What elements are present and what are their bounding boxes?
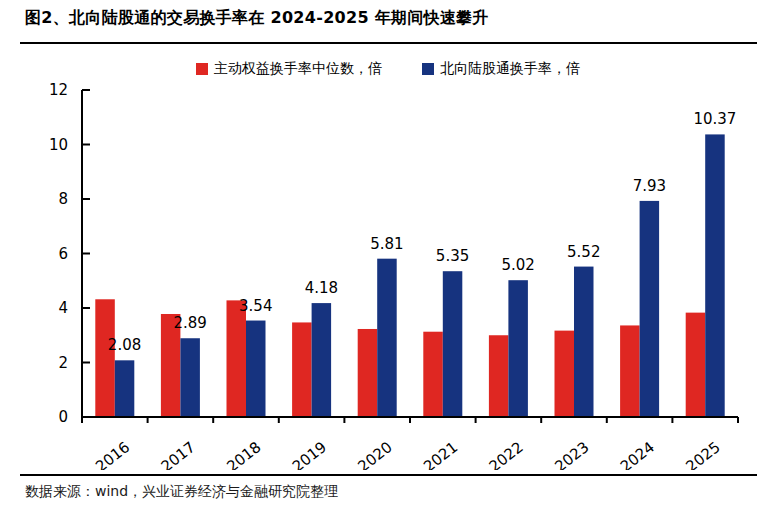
x-axis-label-2023: 2023 (551, 438, 592, 470)
data-label-2022: 5.02 (501, 256, 534, 274)
bar-blue-2023 (574, 267, 594, 417)
y-tick-label: 12 (49, 81, 68, 99)
chart-legend: 主动权益换手率中位数，倍 北向陆股通换手率，倍 (0, 60, 776, 78)
bar-red-2016 (95, 299, 115, 417)
data-source: 数据来源：wind，兴业证券经济与金融研究院整理 (25, 483, 338, 501)
legend-label-active-equity: 主动权益换手率中位数，倍 (214, 60, 382, 78)
data-label-2016: 2.08 (108, 336, 141, 354)
data-label-2021: 5.35 (436, 247, 469, 265)
x-axis-label-2022: 2022 (486, 438, 527, 470)
bar-red-2017 (161, 314, 181, 417)
figure-title: 图2、北向陆股通的交易换手率在 2024-2025 年期间快速攀升 (25, 8, 489, 29)
bar-blue-2017 (180, 338, 200, 417)
bar-red-2021 (423, 332, 443, 417)
bar-blue-2016 (115, 360, 135, 417)
data-label-2017: 2.89 (173, 314, 206, 332)
footer-divider (20, 474, 757, 476)
y-tick-label: 6 (58, 245, 68, 263)
y-tick-label: 4 (58, 299, 68, 317)
bar-red-2019 (292, 322, 312, 417)
bar-red-2018 (227, 300, 247, 417)
axis-lines (82, 90, 738, 417)
x-axis-label-2024: 2024 (617, 438, 658, 470)
bar-blue-2024 (640, 201, 660, 417)
legend-swatch-red-icon (196, 63, 208, 75)
legend-item-northbound: 北向陆股通换手率，倍 (422, 60, 580, 78)
x-axis-label-2018: 2018 (223, 438, 264, 470)
bar-red-2022 (489, 335, 509, 417)
y-tick-label: 2 (58, 354, 68, 372)
x-axis-label-2025: 2025 (682, 438, 723, 470)
bar-blue-2025 (705, 134, 725, 417)
bar-blue-2018 (246, 321, 266, 417)
bar-red-2023 (555, 331, 575, 417)
y-tick-label: 10 (49, 136, 68, 154)
x-axis-label-2021: 2021 (420, 438, 461, 470)
title-divider (20, 42, 757, 44)
x-axis-label-2019: 2019 (289, 438, 330, 470)
y-tick-label: 8 (58, 190, 68, 208)
x-axis-label-2017: 2017 (158, 438, 199, 470)
bar-red-2025 (686, 313, 706, 417)
bar-blue-2020 (377, 259, 397, 417)
data-label-2023: 5.52 (567, 243, 600, 261)
data-label-2020: 5.81 (370, 235, 403, 253)
legend-label-northbound: 北向陆股通换手率，倍 (440, 60, 580, 78)
legend-item-active-equity: 主动权益换手率中位数，倍 (196, 60, 382, 78)
data-label-2018: 3.54 (239, 297, 272, 315)
legend-swatch-blue-icon (422, 63, 434, 75)
bar-blue-2022 (508, 280, 528, 417)
bar-blue-2021 (443, 271, 463, 417)
data-label-2024: 7.93 (633, 177, 666, 195)
x-axis-label-2016: 2016 (92, 438, 133, 470)
bar-red-2020 (358, 329, 378, 417)
data-label-2025: 10.37 (693, 110, 736, 128)
x-axis-label-2020: 2020 (354, 438, 395, 470)
bar-blue-2019 (312, 303, 332, 417)
report-figure: 图2、北向陆股通的交易换手率在 2024-2025 年期间快速攀升 主动权益换手… (0, 0, 776, 517)
y-tick-label: 0 (58, 408, 68, 426)
bar-red-2024 (620, 325, 640, 417)
data-label-2019: 4.18 (305, 279, 338, 297)
